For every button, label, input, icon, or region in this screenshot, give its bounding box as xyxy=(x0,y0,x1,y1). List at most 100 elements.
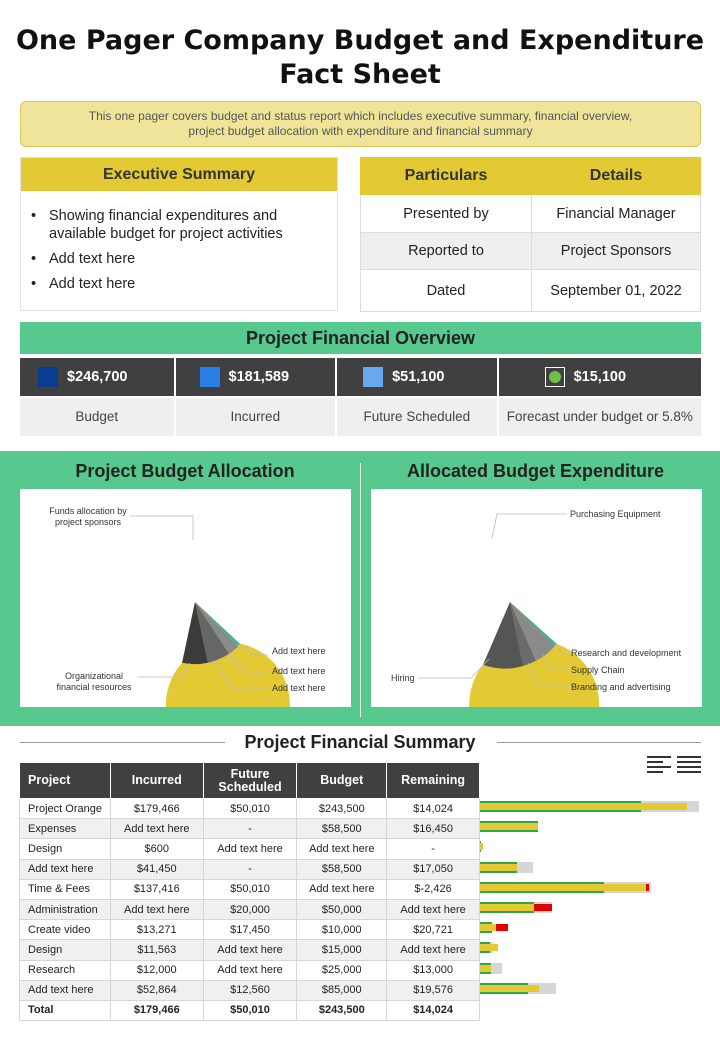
table-cell: Expenses xyxy=(19,818,111,840)
table-cell: Research xyxy=(19,959,111,981)
bar-row xyxy=(480,818,702,838)
table-cell: Total xyxy=(19,999,111,1022)
table-cell: Add text here xyxy=(19,858,111,880)
leader-line xyxy=(236,644,268,656)
particulars-table: Particulars Details Presented by Financi… xyxy=(360,157,701,312)
table-cell: September 01, 2022 xyxy=(531,269,701,312)
incurred-bar xyxy=(480,810,642,812)
leader-line xyxy=(137,662,191,678)
table-cell: $41,450 xyxy=(109,858,204,880)
budget-bar xyxy=(480,962,503,974)
table-cell: Add text here xyxy=(109,818,204,840)
overview-future-scheduled: $51,100 Future Scheduled xyxy=(337,358,497,436)
details-header: Details xyxy=(531,157,701,195)
table-cell: Reported to xyxy=(360,232,532,270)
table-cell: $20,721 xyxy=(386,919,480,941)
leader-line xyxy=(130,515,194,540)
incurred-bar xyxy=(480,942,491,945)
bar-row xyxy=(480,798,702,818)
table-cell: $12,000 xyxy=(109,959,204,981)
table-cell: $20,000 xyxy=(202,898,298,921)
page-title: One Pager Company Budget and Expenditure… xyxy=(0,24,720,92)
column-header: Budget xyxy=(296,762,388,799)
align-justify-icon xyxy=(677,756,701,774)
pie-label: Add text here xyxy=(272,646,326,656)
incurred-bar xyxy=(480,931,492,934)
table-cell: $11,563 xyxy=(109,939,204,961)
overview-budget: $246,700 Budget xyxy=(20,358,174,436)
table-cell: $17,450 xyxy=(202,919,298,941)
list-item: Add text here xyxy=(31,250,327,268)
incurred-bar xyxy=(480,922,492,925)
incurred-bar xyxy=(480,881,604,884)
table-cell: $137,416 xyxy=(109,878,204,900)
bar-row xyxy=(480,838,702,858)
table-row: Design $11,563 Add text here $15,000 Add tex… xyxy=(19,939,480,961)
table-row: Add text here $52,864 $12,560 $85,000 $19,57… xyxy=(19,979,480,1001)
table-cell: $600 xyxy=(109,838,204,860)
divider-line xyxy=(497,742,701,743)
pie-slice-teal xyxy=(510,602,557,647)
column-header: Remaining xyxy=(386,762,480,799)
band-divider xyxy=(360,463,361,717)
table-cell: - xyxy=(202,858,298,880)
table-cell: Financial Manager xyxy=(531,194,701,233)
table-cell: Design xyxy=(19,838,111,860)
particulars-header: Particulars xyxy=(360,157,532,195)
table-cell: $14,024 xyxy=(386,797,480,820)
budget-expenditure-chart: Purchasing Equipment Hiring Research and… xyxy=(371,489,702,707)
table-row: Dated September 01, 2022 xyxy=(360,269,701,312)
incurred-swatch-icon xyxy=(199,367,220,387)
table-cell: $50,010 xyxy=(202,797,298,820)
over-budget-bar xyxy=(533,903,552,911)
scheduled-bar xyxy=(480,823,539,831)
table-cell: $13,000 xyxy=(386,959,480,981)
budget-expenditure-title: Allocated Budget Expenditure xyxy=(406,461,665,481)
table-cell: Time & Fees xyxy=(19,878,111,900)
table-row: Reported to Project Sponsors xyxy=(360,232,701,270)
scheduled-bar xyxy=(480,964,491,972)
table-cell: $179,466 xyxy=(109,797,204,820)
table-cell: $58,500 xyxy=(296,858,388,880)
title-line-2: Fact Sheet xyxy=(279,59,441,90)
executive-summary-heading: Executive Summary xyxy=(21,158,337,191)
pie-label: Funds allocation by xyxy=(49,506,127,516)
table-cell: Project Sponsors xyxy=(531,232,701,270)
pie-slice-gray xyxy=(510,602,536,666)
overview-label: Forecast under budget or 5.8% xyxy=(498,398,702,436)
overview-value: $51,100 xyxy=(392,369,445,385)
table-cell: Dated xyxy=(360,269,532,312)
overview-label: Future Scheduled xyxy=(337,398,497,436)
budget-swatch-icon xyxy=(38,367,58,387)
scheduled-bar xyxy=(480,924,508,932)
pie-label: Add text here xyxy=(272,683,326,693)
table-cell: - xyxy=(202,818,298,840)
title-line-1: One Pager Company Budget and Expenditure xyxy=(15,25,705,56)
forecast-swatch-icon xyxy=(544,367,565,387)
scheduled-bar xyxy=(480,863,518,871)
table-cell: Add text here xyxy=(296,838,388,860)
table-cell: Project Orange xyxy=(19,797,111,820)
bar-row xyxy=(480,960,702,980)
table-cell: $58,500 xyxy=(296,818,388,840)
table-cell: $50,010 xyxy=(202,999,298,1022)
bar-row xyxy=(480,879,702,899)
table-cell: $12,560 xyxy=(202,979,298,1001)
table-cell: - xyxy=(386,838,480,860)
table-cell: $243,500 xyxy=(296,797,388,820)
pie-slice-dark xyxy=(182,602,208,665)
table-cell: $17,050 xyxy=(386,858,480,880)
incurred-bar xyxy=(480,910,534,913)
list-item: Add text here xyxy=(31,275,327,293)
pie-slice-gray xyxy=(195,602,230,663)
table-cell: Design xyxy=(19,939,111,961)
table-cell: Add text here xyxy=(202,838,298,860)
scheduled-swatch-icon xyxy=(363,367,384,387)
table-cell: Add text here xyxy=(202,939,298,961)
overview-label: Budget xyxy=(20,398,174,436)
summary-bar-chart xyxy=(480,798,702,1000)
table-row: Create video $13,271 $17,450 $10,000 $20,721 xyxy=(19,919,480,941)
table-cell: $-2,426 xyxy=(386,878,480,900)
incurred-bar xyxy=(480,861,518,864)
leader-line xyxy=(527,662,567,687)
